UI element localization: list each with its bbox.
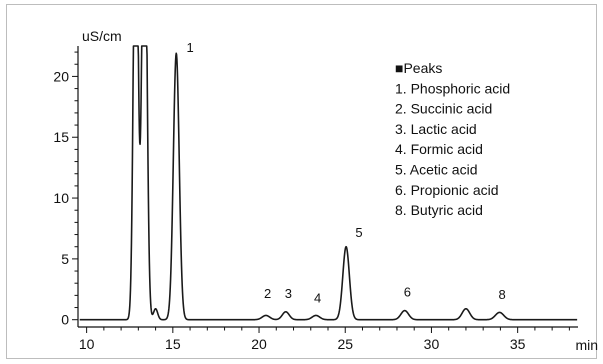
- y-tick-label: 15: [53, 129, 69, 145]
- legend-title: ■Peaks: [395, 60, 442, 76]
- x-tick-label: 35: [510, 336, 526, 352]
- legend-entry: 4. Formic acid: [395, 141, 483, 157]
- peak-label: 1: [186, 40, 193, 55]
- y-ticks: 0 5 10 15 20: [53, 51, 78, 328]
- legend-entry: 3. Lactic acid: [395, 121, 477, 137]
- y-tick-label: 0: [61, 312, 69, 328]
- legend-entry: 1. Phosphoric acid: [395, 80, 510, 96]
- peak-label: 6: [404, 285, 411, 300]
- y-tick-label: 5: [61, 251, 69, 267]
- legend-entries: 1. Phosphoric acid 2. Succinic acid 3. Lac…: [395, 80, 510, 218]
- x-tick-label: 30: [424, 336, 440, 352]
- chromatogram-trace: [79, 45, 578, 321]
- peak-labels: 12 3 456 8: [186, 40, 505, 306]
- x-ticks: 10 15 20 25 30 35: [79, 327, 570, 352]
- peak-label: 5: [355, 225, 362, 240]
- x-axis-unit-label: min: [575, 337, 598, 353]
- peak-label: 2: [264, 286, 271, 301]
- peak-label: 4: [314, 291, 321, 306]
- chart-frame: [6, 4, 597, 359]
- y-tick-label: 10: [53, 190, 69, 206]
- y-axis-unit-label: uS/cm: [82, 28, 122, 44]
- peak-label: 8: [499, 287, 506, 302]
- x-tick-label: 25: [337, 336, 353, 352]
- legend: ■Peaks 1. Phosphoric acid 2. Succinic aci…: [395, 60, 510, 218]
- peak-label: 3: [285, 286, 292, 301]
- legend-entry: 2. Succinic acid: [395, 101, 492, 117]
- y-tick-label: 20: [53, 68, 69, 84]
- legend-entry: 5. Acetic acid: [395, 162, 478, 178]
- x-tick-label: 20: [251, 336, 267, 352]
- x-tick-label: 10: [79, 336, 95, 352]
- x-tick-label: 15: [165, 336, 181, 352]
- legend-entry: 6. Propionic acid: [395, 182, 499, 198]
- legend-entry: 8. Butyric acid: [395, 202, 483, 218]
